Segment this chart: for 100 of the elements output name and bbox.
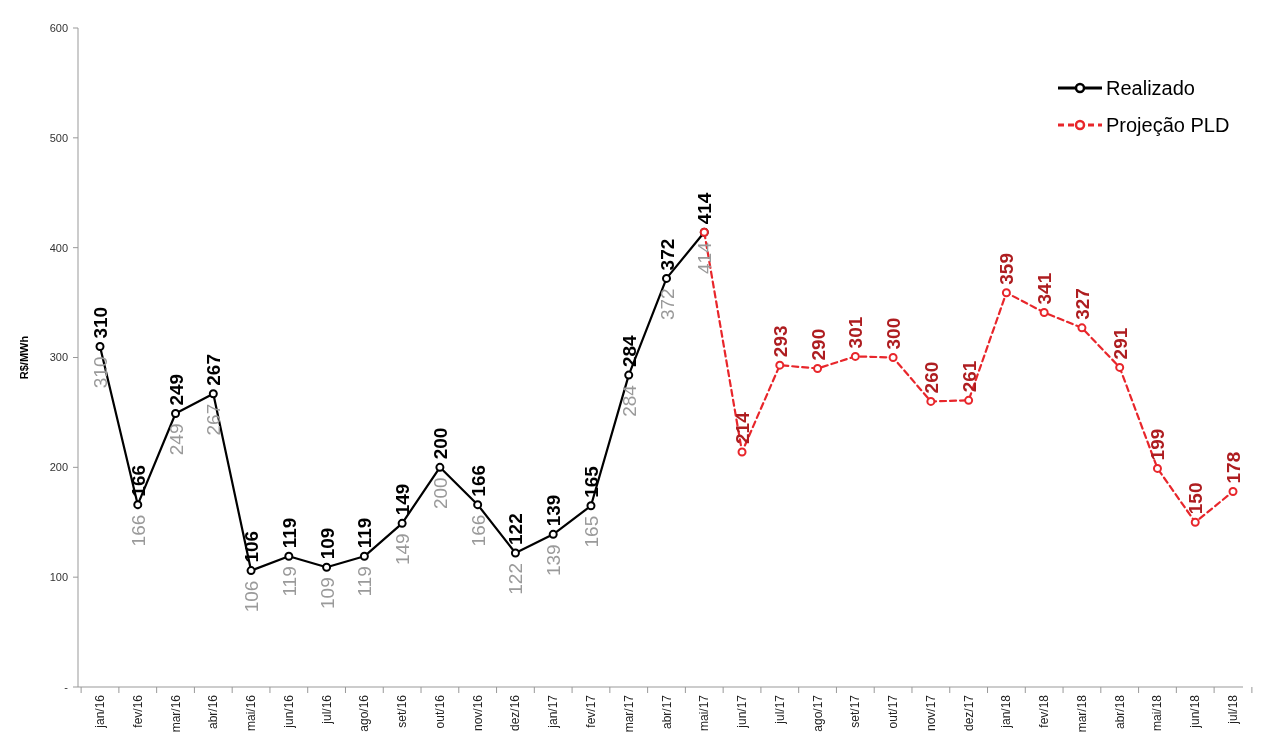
x-tick-label: jan/18 — [999, 694, 1014, 729]
data-label: 178 — [1223, 451, 1244, 484]
x-tick-label: nov/16 — [470, 694, 485, 732]
point — [624, 370, 634, 380]
data-label: 119 — [278, 517, 300, 549]
data-label: 290 — [807, 328, 829, 361]
point — [775, 360, 785, 370]
annotation: 249 — [165, 423, 187, 456]
x-tick-label: jul/16 — [319, 694, 334, 725]
x-tick-label: jul/17 — [772, 694, 787, 725]
annotation: 372 — [656, 288, 678, 321]
data-label: 166 — [467, 464, 489, 497]
x-tick-label: jun/16 — [281, 694, 296, 729]
x-tick-label: mai/16 — [244, 694, 259, 732]
data-label: 372 — [656, 238, 678, 271]
annotation: 106 — [241, 580, 263, 613]
point — [95, 342, 105, 352]
x-tick-label: fev/17 — [583, 694, 598, 728]
data-label: 260 — [920, 361, 942, 394]
point — [1190, 517, 1200, 527]
data-label: 359 — [996, 253, 1018, 285]
annotation: 109 — [316, 577, 338, 609]
point — [1001, 288, 1011, 298]
x-tick-label: abr/18 — [1112, 694, 1127, 730]
x-tick-label: mar/18 — [1074, 694, 1089, 733]
point — [284, 551, 294, 561]
point — [1228, 487, 1238, 496]
x-tick-label: jun/18 — [1188, 694, 1203, 729]
point — [548, 529, 558, 539]
x-tick-label: mar/17 — [621, 694, 636, 733]
x-tick-label: out/16 — [432, 694, 447, 729]
point — [850, 351, 860, 361]
annotation: 122 — [505, 563, 527, 595]
data-label: 301 — [845, 316, 867, 349]
annotation: 310 — [90, 356, 111, 389]
point — [662, 273, 671, 283]
point — [964, 395, 974, 405]
point — [1039, 307, 1049, 317]
x-tick-label: nov/17 — [923, 694, 938, 732]
x-tick-label: abr/17 — [659, 694, 674, 730]
y-tick-label: 600 — [49, 21, 68, 34]
point — [322, 562, 332, 572]
x-tick-label: abr/16 — [206, 694, 221, 730]
annotation: 165 — [580, 515, 602, 548]
data-label: 341 — [1034, 272, 1056, 305]
data-label: 150 — [1185, 482, 1207, 515]
data-label: 122 — [505, 513, 527, 545]
annotation: 166 — [127, 514, 149, 547]
point — [133, 500, 143, 510]
x-tick-label: mai/17 — [697, 694, 712, 732]
point — [737, 447, 747, 457]
x-tick-label: fev/16 — [130, 694, 145, 728]
data-label: 249 — [165, 373, 187, 406]
x-tick-label: set/16 — [395, 694, 410, 728]
point — [1152, 463, 1162, 473]
point — [435, 462, 445, 472]
y-tick-label: 500 — [49, 131, 68, 144]
x-tick-label: mar/16 — [168, 694, 183, 733]
x-tick-label: jan/17 — [546, 694, 561, 729]
annotation: 414 — [694, 241, 716, 274]
data-label: 293 — [769, 325, 791, 358]
y-tick-label: 300 — [49, 351, 68, 364]
point — [208, 389, 218, 399]
x-tick-label: jun/17 — [735, 694, 750, 729]
x-tick-label: ago/16 — [357, 694, 372, 732]
data-label: 284 — [618, 334, 640, 368]
annotation: 149 — [392, 533, 414, 566]
data-label: 149 — [392, 483, 414, 516]
x-tick-label: out/17 — [886, 694, 901, 729]
annotation: 119 — [354, 566, 376, 597]
data-label: 199 — [1147, 428, 1169, 461]
data-label: 139 — [543, 494, 565, 527]
data-label: 267 — [203, 354, 225, 386]
data-label: 291 — [1109, 327, 1131, 360]
x-tick-label: mai/18 — [1150, 694, 1165, 732]
x-tick-label: fev/18 — [1037, 694, 1052, 728]
x-tick-label: jul/18 — [1226, 694, 1240, 725]
x-tick-label: jan/16 — [93, 694, 107, 729]
point — [359, 551, 369, 561]
data-label: 261 — [958, 360, 980, 393]
legend-label: Realizado — [1106, 77, 1195, 99]
x-tick-label: set/17 — [848, 694, 863, 728]
point — [246, 566, 256, 576]
point — [510, 548, 520, 558]
annotation: 267 — [203, 403, 225, 436]
legend-label: Projeção PLD — [1106, 114, 1230, 136]
point — [813, 363, 823, 373]
y-tick-label: 200 — [49, 461, 68, 474]
annotation: 139 — [543, 544, 565, 577]
annotation: 200 — [429, 477, 451, 510]
y-tick-label: - — [64, 680, 69, 693]
annotation: 166 — [467, 514, 489, 547]
point — [1115, 362, 1125, 372]
data-label: 214 — [732, 411, 754, 444]
data-label: 119 — [354, 517, 376, 549]
y-axis-title: R$/MWh — [18, 335, 30, 380]
data-label: 327 — [1071, 288, 1093, 320]
point — [586, 501, 596, 511]
data-label: 300 — [883, 317, 905, 350]
data-label: 165 — [580, 465, 602, 498]
